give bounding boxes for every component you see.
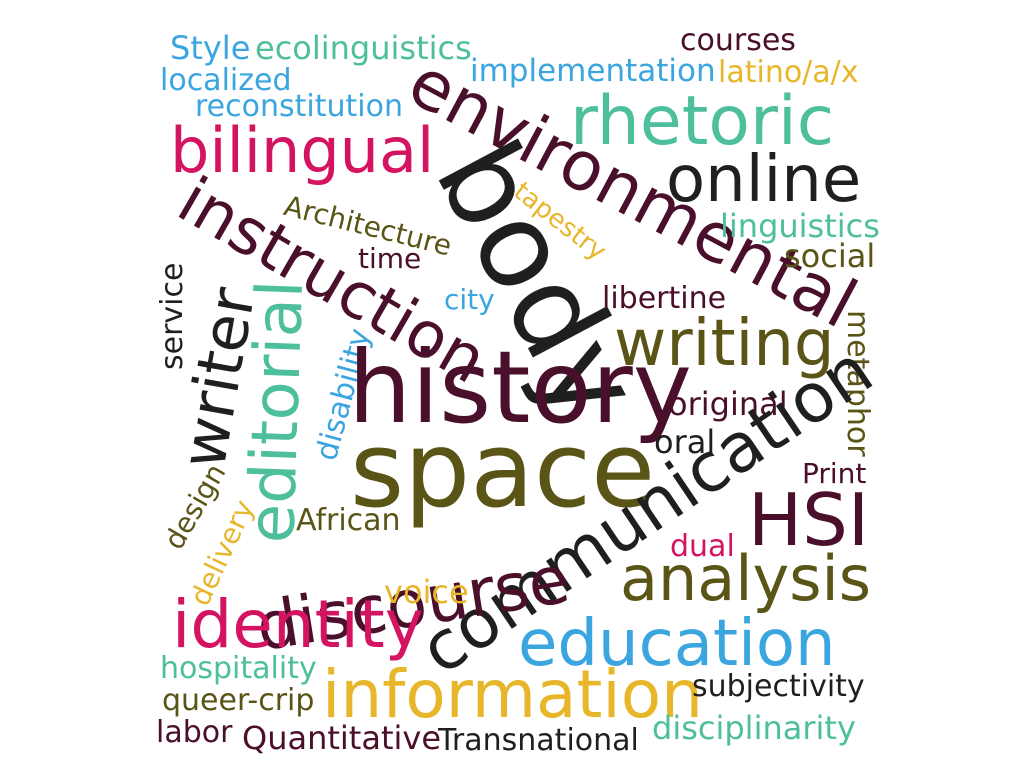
word-oral: oral	[654, 423, 716, 461]
word-linguistics: linguistics	[720, 207, 880, 245]
word-hsi: HSI	[748, 478, 870, 562]
word-voice: voice	[384, 573, 469, 611]
word-hospitality: hospitality	[160, 651, 317, 686]
word-bilingual: bilingual	[170, 114, 435, 187]
word-print: Print	[802, 457, 867, 490]
word-implementation: implementation	[470, 53, 716, 89]
word-original: original	[668, 385, 788, 423]
word-service: service	[155, 262, 190, 370]
word-rhetoric: rhetoric	[570, 82, 835, 161]
word-labor: labor	[156, 715, 233, 750]
word-style: Style	[170, 29, 251, 67]
word-localized: localized	[160, 63, 292, 98]
word-courses: courses	[680, 23, 796, 58]
word-education: education	[518, 607, 836, 681]
word-identity: identity	[172, 586, 424, 663]
word-information: information	[322, 656, 703, 733]
word-latino: latino/a/x	[718, 55, 859, 90]
word-subjectivity: subjectivity	[692, 669, 865, 704]
word-writing: writing	[614, 307, 835, 381]
word-disciplinarity: disciplinarity	[652, 709, 856, 747]
word-time: time	[358, 242, 422, 275]
word-ecolinguistics: ecolinguistics	[255, 29, 472, 67]
word-city: city	[444, 283, 495, 316]
word-history: history	[348, 329, 692, 446]
word-reconstitution: reconstitution	[195, 89, 403, 124]
word-transnational: Transnational	[438, 723, 639, 758]
word-libertine: libertine	[602, 281, 727, 316]
word-online: online	[666, 143, 862, 217]
word-queer-crip: queer-crip	[162, 683, 315, 718]
word-social: social	[784, 237, 876, 275]
word-analysis: analysis	[620, 542, 872, 615]
word-african: African	[296, 503, 401, 538]
word-dual: dual	[670, 529, 735, 564]
word-space: space	[350, 409, 656, 531]
word-quantitative: Quantitative	[242, 719, 442, 757]
